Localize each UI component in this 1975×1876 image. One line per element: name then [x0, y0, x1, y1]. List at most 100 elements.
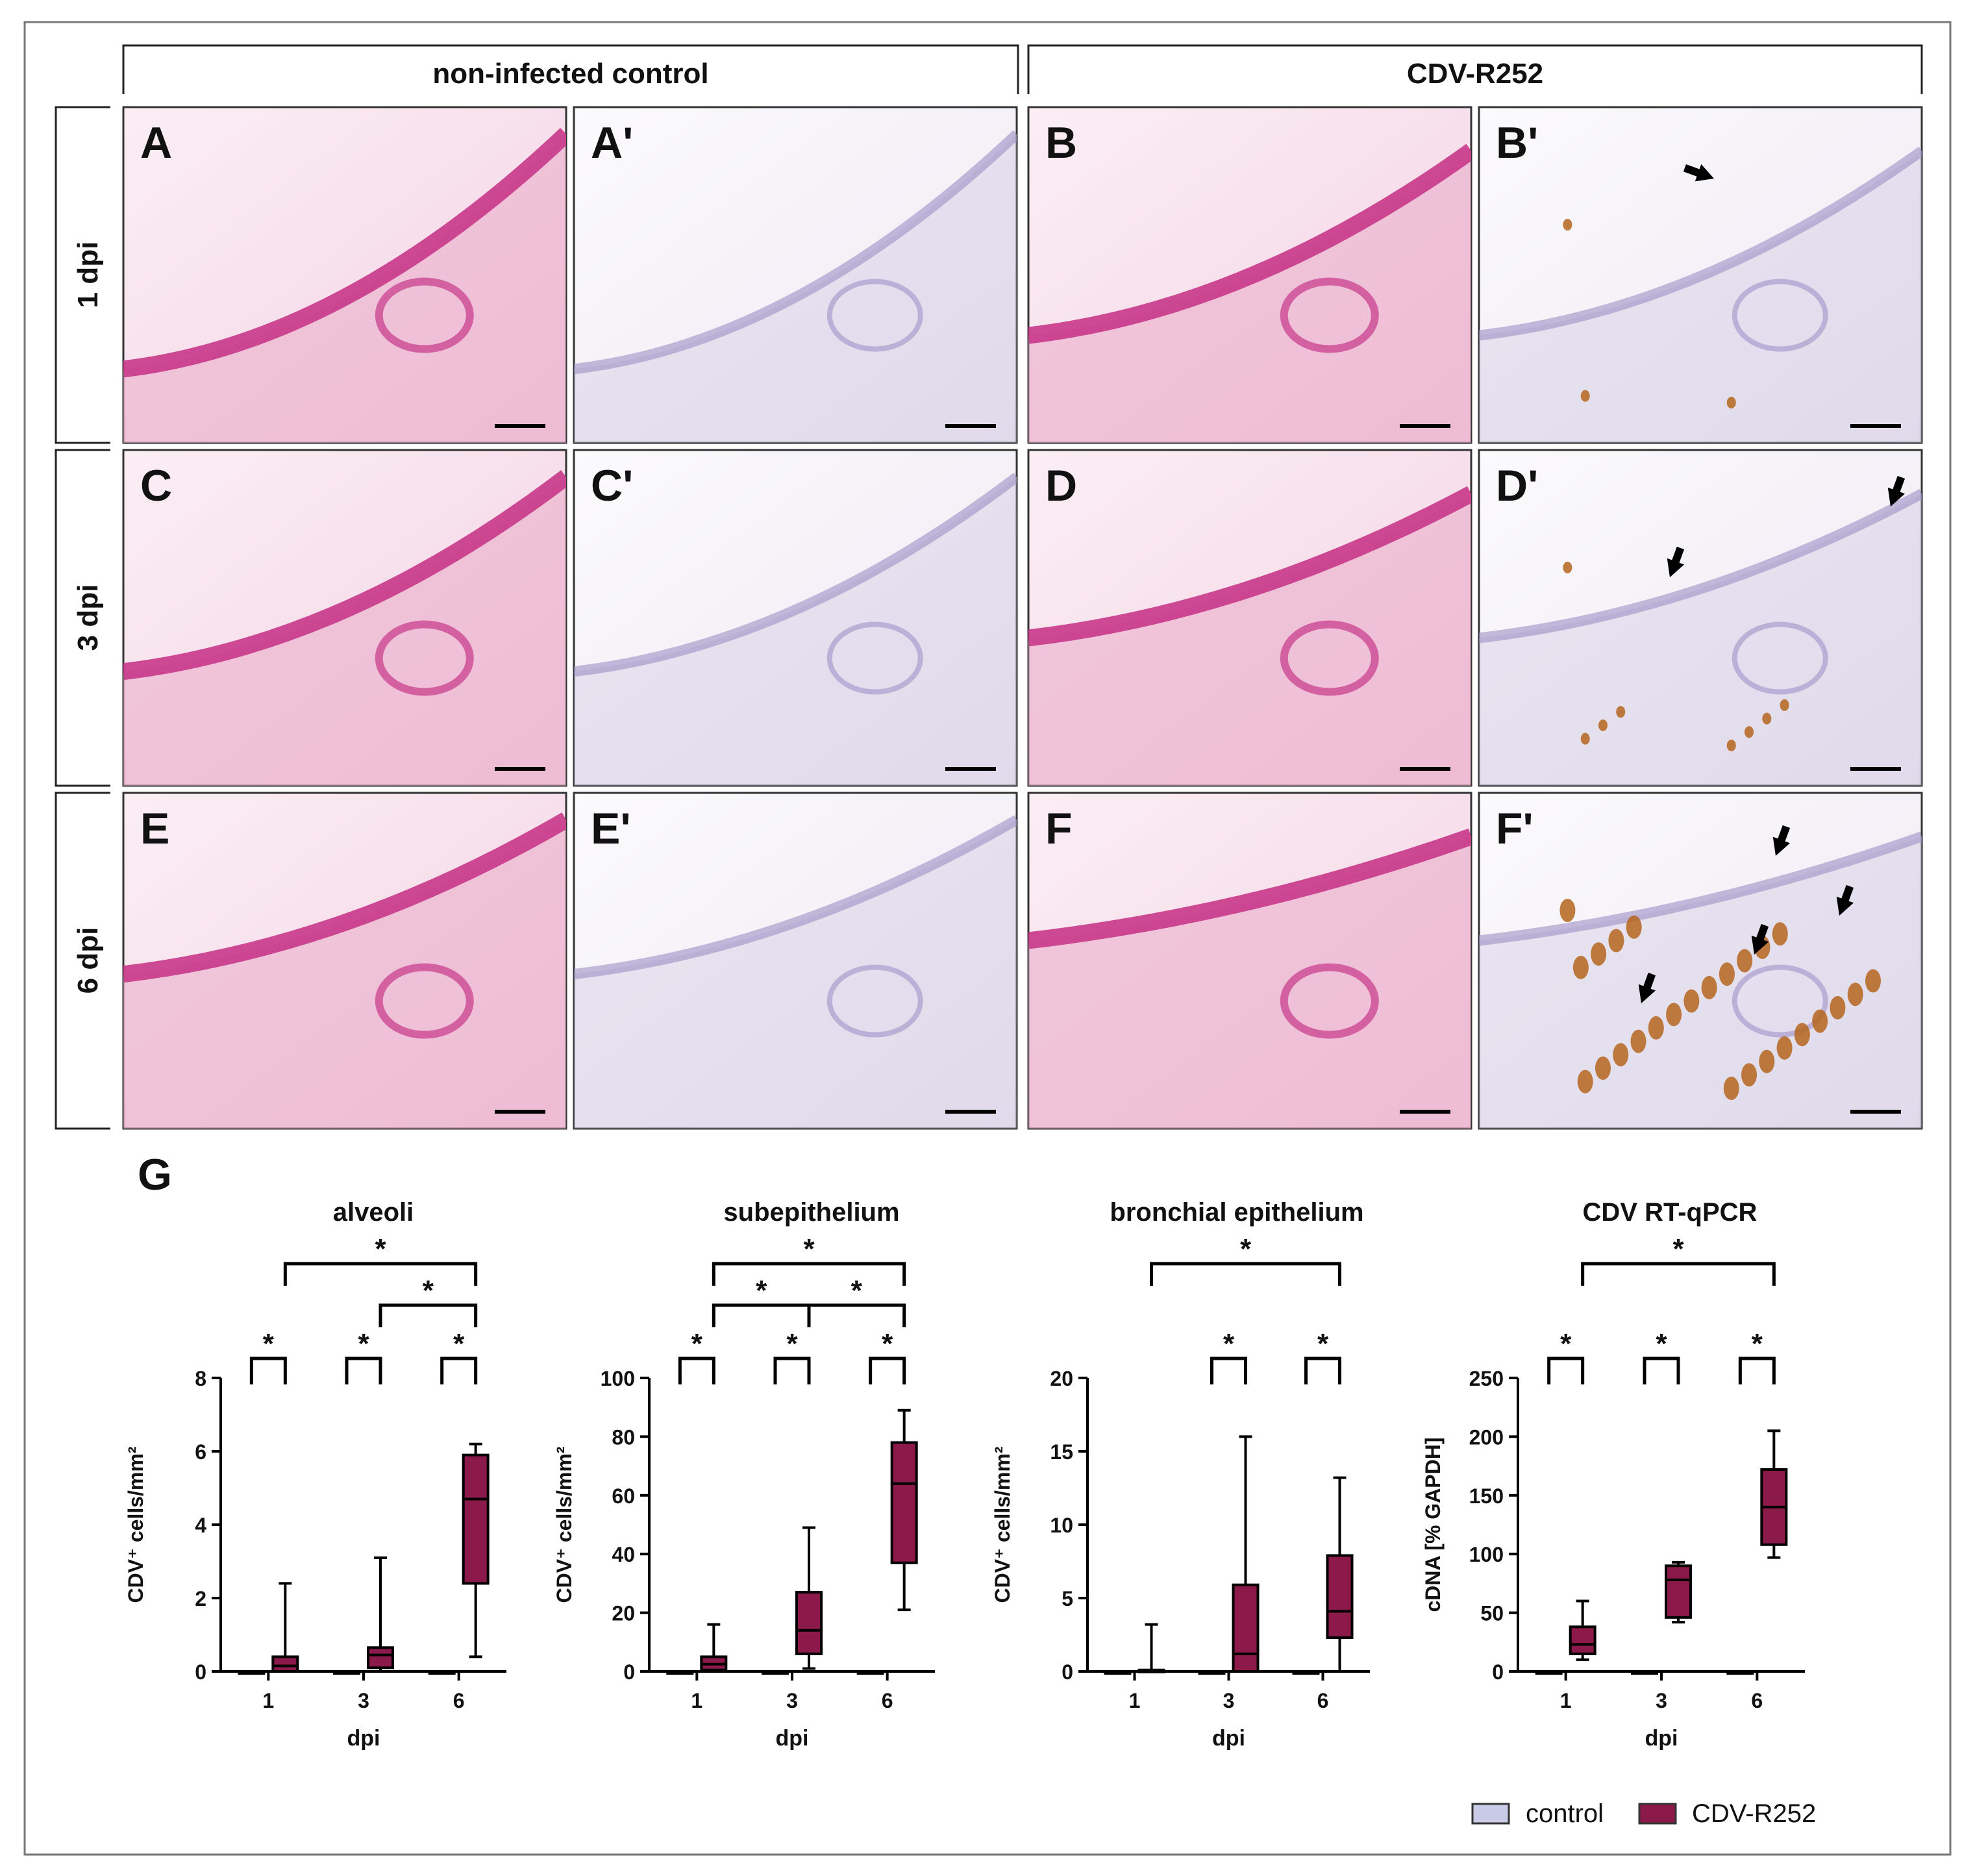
tissue-section [1028, 828, 1471, 1129]
significance-bracket: * [283, 1233, 478, 1286]
cdv-positive-cell [1563, 218, 1572, 231]
cdv-positive-cell [1737, 949, 1753, 973]
y-tick-label: 0 [195, 1660, 206, 1684]
significance-asterisk: * [1752, 1328, 1763, 1360]
significance-asterisk: * [358, 1328, 369, 1360]
chart-title: subepithelium [723, 1198, 899, 1227]
group-header-infected: CDV-R252 [1027, 44, 1923, 94]
legend-label-cdv: CDV-R252 [1692, 1799, 1816, 1828]
y-tick-label: 80 [612, 1425, 635, 1449]
box-control-1dpi [1104, 1670, 1132, 1675]
y-tick-label: 8 [195, 1367, 206, 1390]
significance-bracket: * [1643, 1328, 1680, 1384]
micrograph-panel-a: A [122, 106, 567, 444]
box-cdv-r252-1dpi [1137, 1623, 1165, 1673]
vessel [1732, 621, 1828, 695]
significance-bracket: * [1547, 1328, 1585, 1384]
y-axis-label: CDV⁺ cells/mm² [124, 1447, 147, 1603]
significance-asterisk: * [375, 1233, 386, 1265]
significance-bracket: * [1304, 1328, 1341, 1384]
arrow-icon [1667, 546, 1685, 577]
tissue-section [1479, 489, 1922, 786]
y-tick-label: 0 [623, 1660, 635, 1684]
x-tick-label: 1 [1129, 1689, 1141, 1712]
significance-brackets: * * * * * [249, 1233, 478, 1384]
vessel [1280, 620, 1379, 696]
y-tick-label: 4 [195, 1514, 206, 1537]
x-axis-label: dpi [776, 1726, 809, 1751]
bracket-line [1304, 1357, 1341, 1384]
panel-background [573, 449, 1018, 787]
significance-bracket: * [345, 1328, 382, 1384]
tissue-section [1479, 146, 1922, 443]
box-cdv-r252-6dpi [1326, 1476, 1354, 1673]
vessel [1732, 964, 1828, 1038]
significance-asterisk: * [1672, 1233, 1684, 1265]
y-tick-label: 20 [1050, 1367, 1073, 1390]
bracket-line [712, 1262, 906, 1286]
panel-label-f-prime: F' [1496, 804, 1534, 853]
y-tick-label: 0 [1062, 1660, 1073, 1684]
box-iqr [1665, 1564, 1692, 1619]
epithelium-layer [1479, 146, 1922, 341]
tissue-section [1028, 144, 1471, 443]
cdv-positive-cell [1701, 975, 1717, 999]
bracket-line [1643, 1357, 1680, 1384]
panel-label-e: E [140, 804, 169, 853]
x-tick-label: 3 [1223, 1689, 1235, 1712]
vessel [375, 277, 474, 353]
panel-background [1478, 449, 1923, 787]
micrograph-panel-c: C [122, 449, 567, 787]
row-label-1dpi: 1 dpi [72, 242, 104, 308]
significance-bracket: * [440, 1328, 478, 1384]
cdv-positive-cell [1613, 1043, 1629, 1067]
significance-asterisk: * [851, 1275, 863, 1307]
arrow-icon [1836, 884, 1854, 916]
connective-tissue [123, 134, 566, 443]
y-tick-label: 50 [1480, 1602, 1504, 1625]
cdv-positive-cell [1865, 969, 1881, 993]
micrograph-panel-d: D [1027, 449, 1472, 787]
vessel [375, 620, 474, 696]
box-cdv-r252-3dpi [1665, 1560, 1692, 1624]
bracket-line [440, 1357, 478, 1384]
micrograph-panel-b: B [1027, 106, 1472, 444]
cdv-positive-cell [1776, 1036, 1793, 1060]
bracket-line [1210, 1357, 1247, 1384]
cdv-positive-cell [1683, 989, 1700, 1013]
significance-asterisk: * [1656, 1328, 1667, 1360]
box-cdv-r252-1dpi [700, 1623, 728, 1673]
arrow-icon [1887, 475, 1906, 507]
x-tick-label: 3 [1656, 1689, 1667, 1712]
cdv-positive-cell [1741, 1063, 1758, 1087]
box-cdv-r252-1dpi [1569, 1599, 1596, 1661]
chart-title: CDV RT-qPCR [1583, 1198, 1758, 1227]
bracket-line [1547, 1357, 1585, 1384]
y-tick-label: 15 [1050, 1440, 1073, 1464]
box-iqr [1569, 1625, 1596, 1655]
cdv-positive-cell [1626, 915, 1642, 939]
epithelium-layer [1028, 828, 1471, 949]
significance-asterisk: * [1223, 1328, 1235, 1360]
x-tick-label: 3 [358, 1689, 369, 1712]
cdv-positive-cell [1726, 739, 1736, 751]
connective-tissue [1479, 494, 1922, 786]
significance-brackets: * * * [1150, 1233, 1341, 1384]
vessel [1280, 277, 1379, 353]
y-tick-label: 150 [1469, 1484, 1504, 1508]
vessel [826, 279, 923, 352]
epithelium-layer [574, 815, 1017, 980]
cdv-positive-cell [1580, 390, 1590, 402]
epithelium-layer [574, 130, 1017, 375]
graph-panel-label: G [138, 1150, 172, 1199]
bracket-line [773, 1357, 811, 1384]
chart-4: CDV RT-qPCR 0 50 100 150 200 250 1 3 6 dpi cDNA [% … [1421, 1198, 1805, 1751]
cdv-positive-cell [1648, 1016, 1664, 1040]
box-iqr [890, 1441, 918, 1564]
epithelium-layer [574, 472, 1017, 677]
tissue-section [574, 130, 1017, 443]
box-control-6dpi [856, 1670, 884, 1675]
significance-bracket: * [712, 1233, 906, 1286]
row-label-6dpi: 6 dpi [72, 927, 104, 994]
cdv-positive-cell [1759, 1049, 1775, 1073]
